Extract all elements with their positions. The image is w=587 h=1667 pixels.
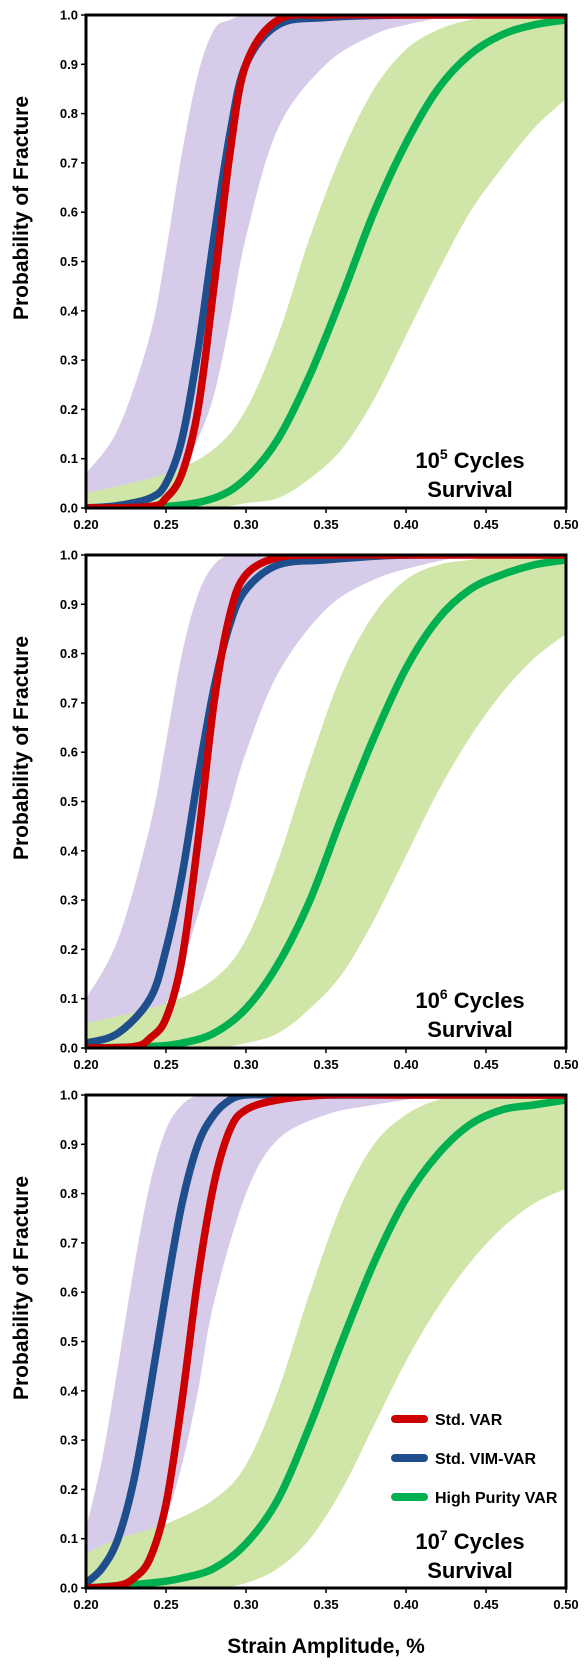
x-tick-label: 0.50 — [553, 1057, 578, 1072]
y-tick-label: 0.5 — [60, 1334, 78, 1349]
annotation-base: 10 — [415, 448, 439, 473]
y-axis-label-middle: Probability of Fracture — [10, 636, 33, 860]
y-tick-label: 0.8 — [60, 646, 78, 661]
y-tick-label: 0.6 — [60, 205, 78, 220]
x-axis-label: Strain Amplitude, % — [227, 1635, 425, 1658]
x-tick-label: 0.25 — [153, 1597, 178, 1612]
x-tick-label: 0.25 — [153, 517, 178, 532]
y-tick-label: 0.8 — [60, 1186, 78, 1201]
x-tick-label: 0.20 — [73, 1597, 98, 1612]
y-tick-label: 0.1 — [60, 991, 78, 1006]
y-tick-label: 0.0 — [60, 1581, 78, 1596]
y-tick-label: 0.1 — [60, 451, 78, 466]
y-tick-label: 0.7 — [60, 695, 78, 710]
x-tick-label: 0.35 — [313, 1057, 338, 1072]
band-green-panel-1 — [86, 15, 566, 508]
x-tick-label: 0.45 — [473, 1597, 498, 1612]
y-tick-label: 0.1 — [60, 1531, 78, 1546]
y-axis-label-top: Probability of Fracture — [10, 96, 33, 320]
x-tick-label: 0.35 — [313, 1597, 338, 1612]
legend-label-std-vim-var: Std. VIM-VAR — [435, 1451, 536, 1468]
y-tick-label: 0.9 — [60, 597, 78, 612]
legend-label-high-purity-var: High Purity VAR — [435, 1490, 558, 1507]
band-purple-panel-1 — [86, 15, 454, 508]
y-tick-label: 0.5 — [60, 794, 78, 809]
y-tick-label: 0.9 — [60, 1137, 78, 1152]
legend: Std. VAR Std. VIM-VAR High Purity VAR — [391, 1412, 558, 1507]
x-tick-label: 0.30 — [233, 517, 258, 532]
y-tick-label: 0.7 — [60, 1235, 78, 1250]
band-green-panel-2 — [86, 555, 566, 1048]
y-tick-label: 0.2 — [60, 402, 78, 417]
y-tick-label: 0.2 — [60, 942, 78, 957]
x-tick-label: 0.45 — [473, 1057, 498, 1072]
y-tick-label: 1.0 — [60, 8, 78, 23]
annotation-panel-1-line1: 105 Cycles — [415, 446, 524, 473]
annotation-rest: Cycles — [448, 988, 525, 1013]
line-high-purity-var-panel-2 — [86, 556, 566, 1048]
annotation-rest: Cycles — [448, 1529, 525, 1554]
x-tick-label: 0.20 — [73, 1057, 98, 1072]
tick-labels: 0.0 0.1 0.2 0.3 0.4 0.5 0.6 0.7 0.8 0.9 1.0 0.20 0.2… — [60, 8, 579, 1613]
y-tick-label: 0.3 — [60, 1433, 78, 1448]
annotation-panel-2-line1: 106 Cycles — [415, 986, 524, 1013]
y-tick-label: 0.3 — [60, 893, 78, 908]
y-tick-label: 0.3 — [60, 353, 78, 368]
legend-label-std-var: Std. VAR — [435, 1412, 503, 1429]
x-tick-label: 0.40 — [393, 1057, 418, 1072]
x-tick-label: 0.30 — [233, 1057, 258, 1072]
annotation-exponent: 6 — [440, 986, 448, 1002]
y-tick-label: 0.5 — [60, 254, 78, 269]
y-tick-label: 0.0 — [60, 1041, 78, 1056]
y-axis-label-bottom: Probability of Fracture — [10, 1176, 33, 1400]
y-tick-label: 0.6 — [60, 745, 78, 760]
band-purple-panel-2 — [86, 555, 470, 1048]
band-green-panel-3 — [86, 1095, 566, 1588]
x-tick-label: 0.25 — [153, 1057, 178, 1072]
x-tick-label: 0.50 — [553, 1597, 578, 1612]
line-std-var-panel-2 — [86, 555, 566, 1048]
confidence-bands — [86, 15, 566, 1588]
y-tick-label: 1.0 — [60, 548, 78, 563]
annotation-panel-3-line1: 107 Cycles — [415, 1527, 524, 1554]
x-tick-label: 0.40 — [393, 1597, 418, 1612]
annotation-base: 10 — [415, 1529, 439, 1554]
y-tick-label: 0.8 — [60, 106, 78, 121]
line-high-purity-var-panel-1 — [86, 16, 566, 508]
y-tick-label: 0.2 — [60, 1482, 78, 1497]
x-tick-label: 0.40 — [393, 517, 418, 532]
y-tick-label: 0.6 — [60, 1285, 78, 1300]
y-tick-label: 0.4 — [60, 303, 79, 318]
x-tick-label: 0.20 — [73, 517, 98, 532]
x-tick-label: 0.50 — [553, 517, 578, 532]
y-tick-label: 0.0 — [60, 501, 78, 516]
annotation-panel-2-line2: Survival — [427, 1017, 513, 1042]
x-tick-label: 0.45 — [473, 517, 498, 532]
line-high-purity-var-panel-3 — [86, 1096, 566, 1588]
y-tick-label: 1.0 — [60, 1088, 78, 1103]
y-tick-label: 0.9 — [60, 57, 78, 72]
annotation-exponent: 5 — [440, 446, 448, 462]
y-tick-label: 0.4 — [60, 843, 79, 858]
annotation-base: 10 — [415, 988, 439, 1013]
annotation-rest: Cycles — [448, 448, 525, 473]
y-tick-label: 0.7 — [60, 155, 78, 170]
x-tick-label: 0.30 — [233, 1597, 258, 1612]
annotation-panel-3-line2: Survival — [427, 1558, 513, 1583]
y-tick-label: 0.4 — [60, 1383, 79, 1398]
line-std-vim-var-panel-3 — [86, 1095, 566, 1587]
x-tick-label: 0.35 — [313, 517, 338, 532]
annotation-panel-1-line2: Survival — [427, 477, 513, 502]
line-std-var-panel-1 — [86, 15, 566, 508]
line-std-var-panel-3 — [86, 1095, 566, 1588]
annotation-exponent: 7 — [440, 1527, 448, 1543]
